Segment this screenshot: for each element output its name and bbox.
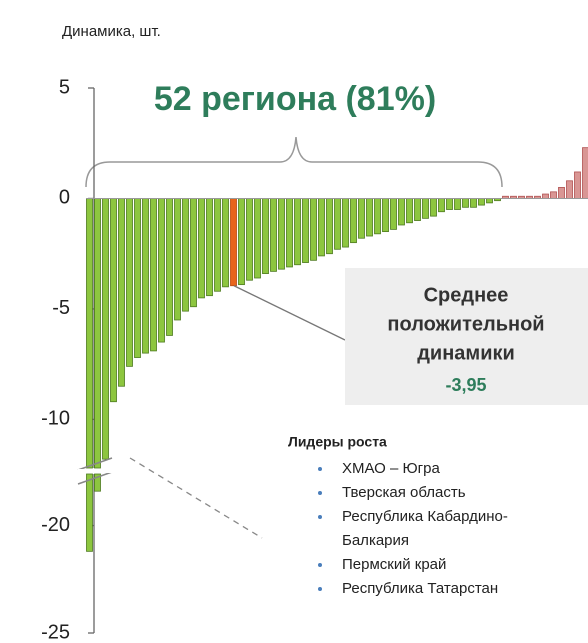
y-tick-label: -20	[41, 514, 70, 536]
bar	[446, 198, 453, 210]
callout-value: -3,95	[445, 375, 486, 395]
bar	[414, 198, 421, 221]
bar	[550, 191, 557, 199]
bar	[374, 198, 381, 235]
bar	[398, 198, 405, 226]
break-gap	[78, 469, 114, 473]
bullet	[318, 467, 322, 471]
bar	[110, 198, 117, 403]
leader-item: Тверская область	[342, 484, 466, 501]
bar	[454, 198, 461, 210]
bar	[86, 473, 93, 552]
bar	[566, 180, 573, 199]
bar	[310, 198, 317, 261]
bar	[326, 198, 333, 255]
leader-item: Республика Татарстан	[342, 580, 498, 597]
bar	[278, 198, 285, 270]
bar	[478, 198, 485, 206]
leader-item: Пермский край	[342, 556, 446, 573]
y-tick-label: -10	[41, 408, 70, 430]
bar	[222, 198, 229, 288]
bar	[150, 198, 157, 352]
bar	[542, 193, 549, 199]
leader-item: ХМАО – Югра	[342, 460, 440, 477]
callout-line	[233, 285, 346, 341]
bar	[182, 198, 189, 312]
bar	[142, 198, 149, 354]
bar	[582, 147, 588, 199]
bar	[430, 198, 437, 217]
bar	[214, 198, 221, 292]
bar	[254, 198, 261, 279]
bar	[422, 198, 429, 219]
leader-item: Республика Кабардино-	[342, 508, 508, 525]
headline: 52 региона (81%)	[154, 80, 436, 118]
bar	[166, 198, 173, 336]
bar	[270, 198, 277, 272]
y-tick-label: -25	[41, 621, 70, 643]
leaders-title: Лидеры роста	[288, 434, 387, 450]
bar	[262, 198, 269, 274]
brace	[85, 136, 503, 188]
bar	[174, 198, 181, 321]
bar	[86, 198, 93, 469]
bar	[358, 198, 365, 239]
bar	[382, 198, 389, 233]
bar	[302, 198, 309, 263]
leader-item: Балкария	[342, 532, 409, 549]
subtitle: Динамика, шт.	[62, 23, 161, 40]
dashed-pointer	[129, 457, 263, 539]
bullet	[318, 587, 322, 591]
bar	[190, 198, 197, 308]
bar	[198, 198, 205, 299]
bar	[118, 198, 125, 387]
bullet	[318, 563, 322, 567]
y-tick-label: 5	[59, 76, 70, 98]
bullet	[318, 515, 322, 519]
bar	[462, 198, 469, 208]
callout-text: положительной	[387, 313, 544, 335]
bar	[470, 198, 477, 208]
bar	[350, 198, 357, 244]
bar	[158, 198, 165, 343]
bar	[558, 187, 565, 199]
bar	[286, 198, 293, 268]
axis-break	[77, 457, 113, 471]
bar	[366, 198, 373, 237]
bar	[94, 473, 101, 492]
bar	[334, 198, 341, 250]
bar	[342, 198, 349, 248]
callout-text: динамики	[417, 342, 515, 364]
y-tick-label: -5	[52, 297, 70, 319]
bar	[294, 198, 301, 266]
y-tick-label: 0	[59, 187, 70, 209]
bar	[134, 198, 141, 358]
bar	[406, 198, 413, 224]
bar	[574, 171, 581, 199]
bar	[94, 198, 101, 469]
bar	[318, 198, 325, 257]
bullet	[318, 491, 322, 495]
axis-break	[77, 471, 113, 485]
bar	[246, 198, 253, 281]
bar	[126, 198, 133, 367]
bar	[390, 198, 397, 230]
bar	[102, 198, 109, 460]
bar	[486, 198, 493, 204]
bar	[206, 198, 213, 297]
callout-text: Среднее	[424, 284, 509, 306]
bar	[438, 198, 445, 213]
bar	[238, 198, 245, 286]
callout-box	[345, 268, 588, 405]
bar	[230, 198, 237, 287]
